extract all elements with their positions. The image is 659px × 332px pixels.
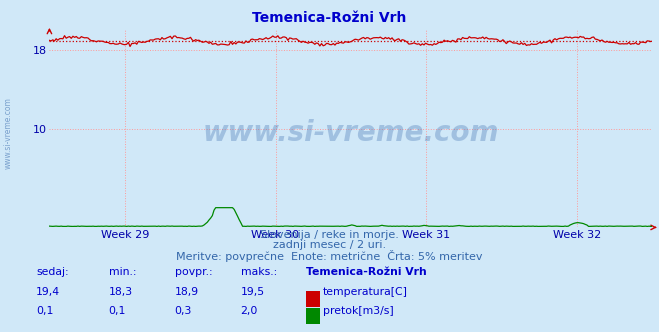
- Text: www.si-vreme.com: www.si-vreme.com: [203, 119, 499, 147]
- Text: povpr.:: povpr.:: [175, 267, 212, 277]
- Text: 19,5: 19,5: [241, 287, 265, 297]
- Text: www.si-vreme.com: www.si-vreme.com: [3, 97, 13, 169]
- Text: Meritve: povprečne  Enote: metrične  Črta: 5% meritev: Meritve: povprečne Enote: metrične Črta:…: [176, 250, 483, 262]
- Text: temperatura[C]: temperatura[C]: [323, 287, 408, 297]
- Text: Slovenija / reke in morje.: Slovenija / reke in morje.: [260, 230, 399, 240]
- Text: Temenica-Rožni Vrh: Temenica-Rožni Vrh: [252, 11, 407, 25]
- Text: maks.:: maks.:: [241, 267, 277, 277]
- Text: 18,9: 18,9: [175, 287, 199, 297]
- Text: pretok[m3/s]: pretok[m3/s]: [323, 306, 393, 316]
- Text: 18,3: 18,3: [109, 287, 133, 297]
- Text: 19,4: 19,4: [36, 287, 61, 297]
- Text: Temenica-Rožni Vrh: Temenica-Rožni Vrh: [306, 267, 427, 277]
- Text: zadnji mesec / 2 uri.: zadnji mesec / 2 uri.: [273, 240, 386, 250]
- Text: 0,3: 0,3: [175, 306, 192, 316]
- Text: 0,1: 0,1: [36, 306, 53, 316]
- Text: 2,0: 2,0: [241, 306, 258, 316]
- Text: 0,1: 0,1: [109, 306, 126, 316]
- Text: sedaj:: sedaj:: [36, 267, 69, 277]
- Text: min.:: min.:: [109, 267, 136, 277]
